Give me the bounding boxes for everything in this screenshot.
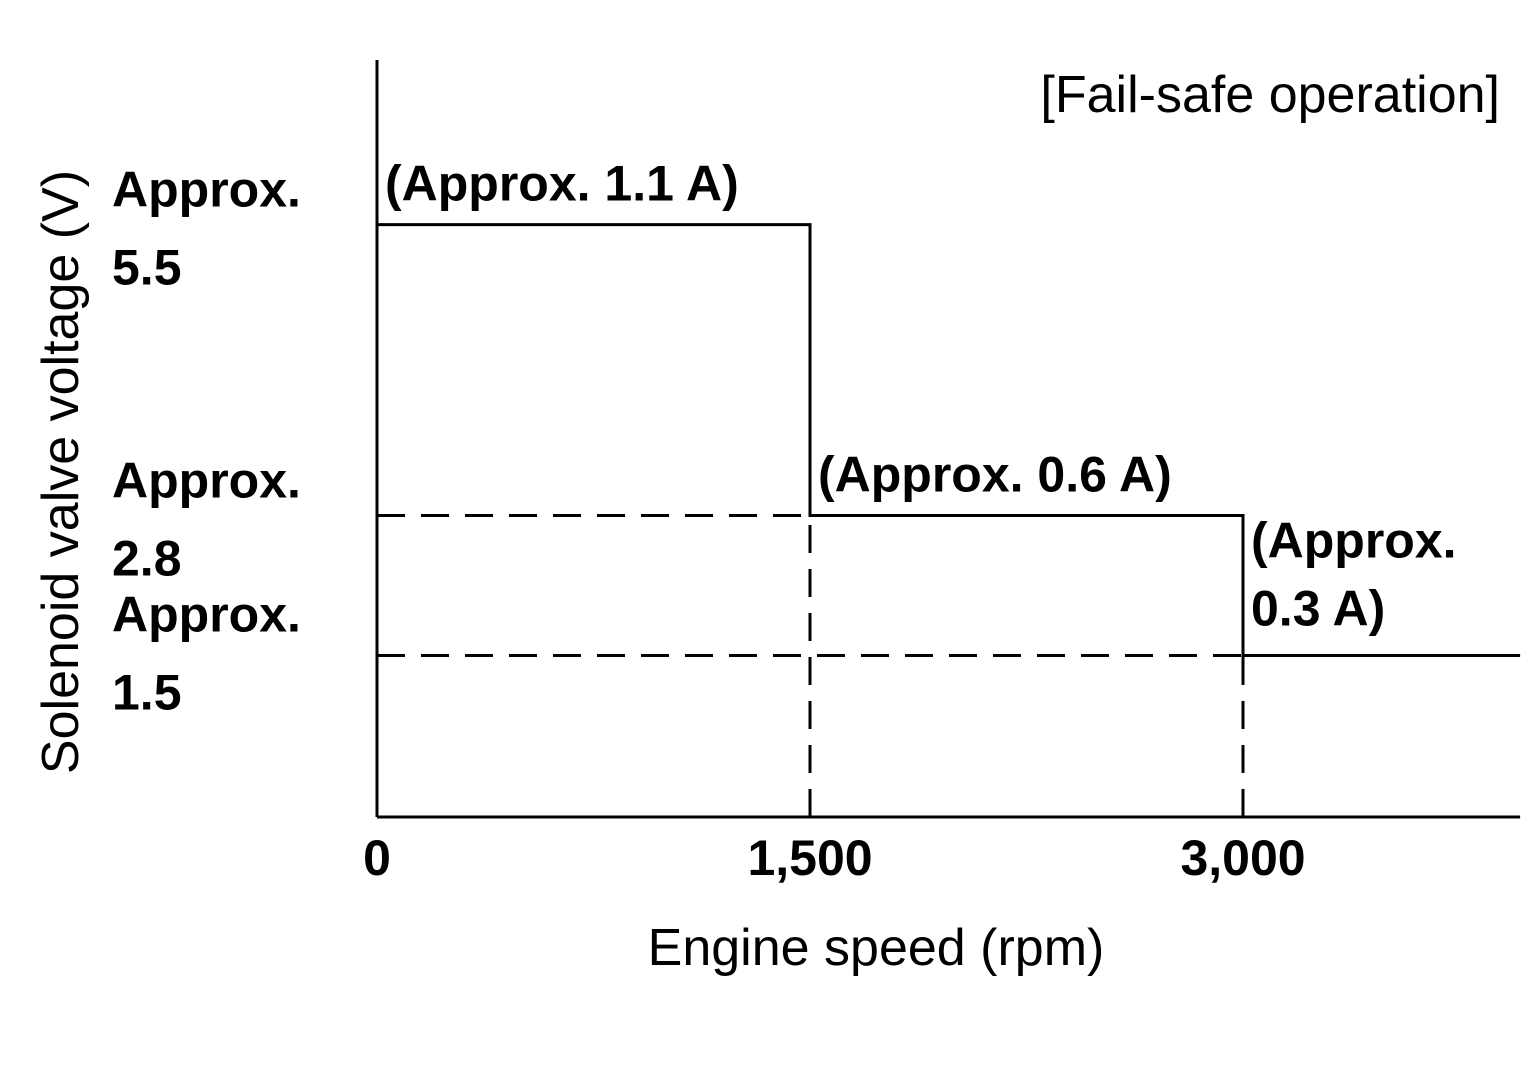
current-annotation: (Approx. <box>1251 512 1457 568</box>
x-tick-label: 0 <box>363 830 391 886</box>
current-annotation: 0.3 A) <box>1251 580 1385 636</box>
current-annotation: (Approx. 0.6 A) <box>818 446 1172 502</box>
current-annotation: (Approx. 1.1 A) <box>385 156 739 212</box>
y-tick-value: 1.5 <box>112 664 182 720</box>
voltage-step-line <box>377 223 1521 657</box>
x-tick-label: 3,000 <box>1180 830 1305 886</box>
y-tick-value: 2.8 <box>112 530 182 586</box>
y-tick-label: Approx. <box>112 586 301 642</box>
x-axis-label: Engine speed (rpm) <box>648 919 1105 977</box>
y-tick-value: 5.5 <box>112 240 182 296</box>
y-tick-label: Approx. <box>112 452 301 508</box>
y-tick-label: Approx. <box>112 162 301 218</box>
y-axis-label: Solenoid valve voltage (V) <box>32 170 90 774</box>
chart-title: [Fail-safe operation] <box>1040 66 1500 124</box>
x-tick-label: 1,500 <box>747 830 872 886</box>
